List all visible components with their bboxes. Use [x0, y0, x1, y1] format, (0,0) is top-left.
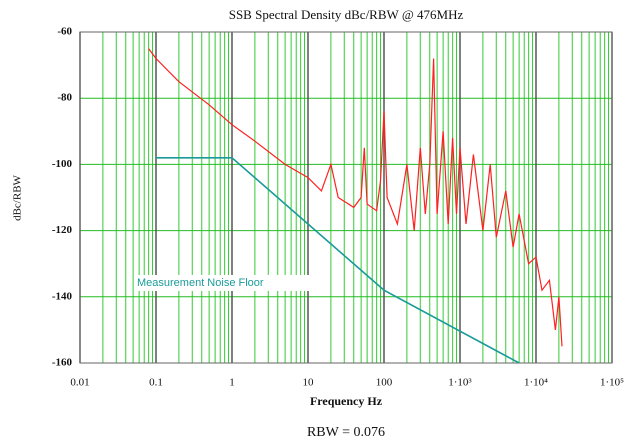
x-tick-label: 0.1: [149, 377, 163, 389]
y-tick-label: -140: [52, 290, 73, 302]
y-tick-label: -60: [57, 26, 72, 38]
plot-frame: [79, 31, 613, 364]
x-tick-label: 0.01: [70, 377, 89, 389]
plot-area: [79, 31, 613, 364]
y-tick-label: -80: [57, 92, 72, 104]
y-tick-label: -120: [52, 224, 73, 236]
annotation: Measurement Noise Floor: [137, 277, 264, 289]
chart-title: SSB Spectral Density dBc/RBW @ 476MHz: [229, 7, 464, 22]
y-axis-label: dBc/RBW: [12, 174, 24, 220]
footer: RBW = 0.076: [307, 425, 385, 440]
annotation-bg: [134, 275, 328, 291]
series-line: [156, 157, 520, 363]
y-tick-label: -160: [52, 357, 73, 369]
series-line: [148, 48, 563, 347]
x-tick-label: 1·10⁴: [524, 377, 548, 389]
x-tick-label: 100: [376, 377, 393, 389]
x-tick-label: 10: [303, 377, 315, 389]
y-tick-label: -100: [52, 158, 73, 170]
x-tick-label: 1·10³: [448, 377, 472, 389]
x-tick-label: 1: [229, 377, 235, 389]
x-axis-label: Frequency Hz: [310, 394, 383, 408]
x-tick-label: 1·10⁵: [600, 377, 624, 389]
